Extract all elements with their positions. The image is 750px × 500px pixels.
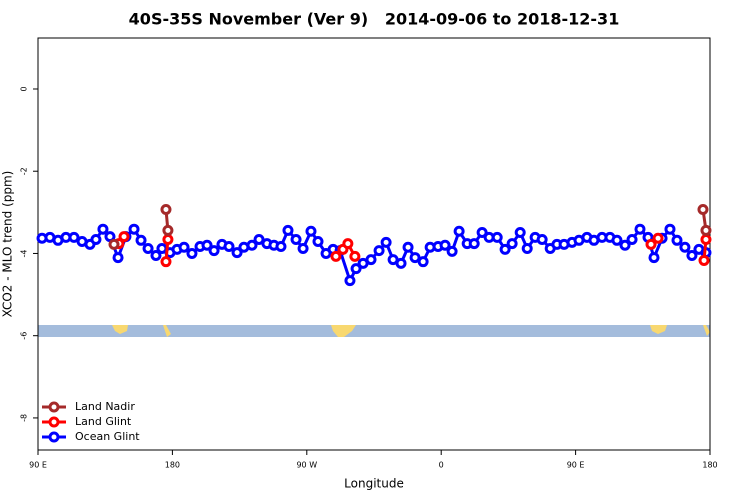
- point: [112, 252, 124, 264]
- y-tick-label: -4: [20, 249, 29, 257]
- legend-label: Land Glint: [75, 415, 132, 428]
- point: [282, 224, 294, 236]
- land-shape: [163, 325, 171, 337]
- point: [698, 254, 710, 266]
- point: [68, 231, 80, 243]
- point: [645, 238, 657, 250]
- point: [402, 241, 414, 253]
- point: [344, 275, 356, 287]
- point: [521, 243, 533, 255]
- point: [90, 233, 102, 245]
- y-tick-label: -6: [20, 332, 29, 340]
- chart-title: 40S-35S November (Ver 9) 2014-09-06 to 2…: [129, 10, 620, 29]
- point: [395, 257, 407, 269]
- x-tick-label: 90 W: [296, 461, 317, 470]
- x-tick-label: 90 E: [29, 461, 47, 470]
- y-tick-label: -8: [20, 414, 29, 422]
- y-axis-label: XCO2 - MLO trend (ppm): [1, 171, 15, 318]
- point: [349, 250, 361, 262]
- x-axis-label: Longitude: [344, 477, 404, 491]
- point: [700, 224, 712, 236]
- point: [664, 223, 676, 235]
- point: [305, 225, 317, 237]
- point: [208, 245, 220, 257]
- point: [365, 254, 377, 266]
- point: [417, 256, 429, 268]
- point: [506, 238, 518, 250]
- x-tick-label: 180: [702, 461, 717, 470]
- point: [160, 256, 172, 268]
- legend-marker: [48, 401, 60, 413]
- point: [290, 233, 302, 245]
- point: [342, 238, 354, 250]
- point: [619, 239, 631, 251]
- point: [231, 247, 243, 259]
- land-shape: [331, 325, 356, 337]
- ocean-strip: [38, 325, 710, 337]
- point: [468, 238, 480, 250]
- point: [104, 231, 116, 243]
- point: [446, 245, 458, 257]
- point: [97, 223, 109, 235]
- point: [700, 233, 712, 245]
- point: [373, 245, 385, 257]
- land-shape: [703, 325, 710, 336]
- point: [186, 247, 198, 259]
- point: [118, 231, 130, 243]
- y-tick-label: 0: [20, 86, 29, 91]
- point: [128, 223, 140, 235]
- point: [514, 226, 526, 238]
- land-shape: [650, 325, 667, 334]
- point: [380, 236, 392, 248]
- point: [178, 241, 190, 253]
- point: [150, 250, 162, 262]
- legend-marker: [48, 431, 60, 443]
- legend-label: Ocean Glint: [75, 430, 140, 443]
- point: [679, 241, 691, 253]
- point: [246, 239, 258, 251]
- point: [499, 243, 511, 255]
- point: [476, 226, 488, 238]
- point: [253, 233, 265, 245]
- point: [491, 231, 503, 243]
- point: [611, 234, 623, 246]
- point: [634, 223, 646, 235]
- x-tick-label: 0: [439, 461, 444, 470]
- point: [536, 233, 548, 245]
- point: [330, 250, 342, 262]
- point: [439, 239, 451, 251]
- point: [142, 243, 154, 255]
- x-tick-label: 90 E: [567, 461, 585, 470]
- point: [671, 234, 683, 246]
- y-tick-label: -2: [20, 167, 29, 175]
- point: [201, 239, 213, 251]
- point: [297, 243, 309, 255]
- plot-frame: [37, 37, 711, 451]
- point: [135, 234, 147, 246]
- point: [626, 233, 638, 245]
- point: [162, 233, 174, 245]
- point: [409, 252, 421, 264]
- point: [648, 252, 660, 264]
- point: [686, 250, 698, 262]
- point: [275, 240, 287, 252]
- legend-label: Land Nadir: [75, 400, 135, 413]
- legend-marker: [48, 416, 60, 428]
- point: [652, 232, 664, 244]
- point: [160, 203, 172, 215]
- land-shape: [112, 325, 128, 334]
- map-strip: [38, 325, 710, 337]
- point: [697, 203, 709, 215]
- point: [453, 225, 465, 237]
- x-tick-label: 180: [165, 461, 180, 470]
- point: [350, 263, 362, 275]
- point: [312, 236, 324, 248]
- point: [223, 240, 235, 252]
- point: [162, 224, 174, 236]
- point: [108, 238, 120, 250]
